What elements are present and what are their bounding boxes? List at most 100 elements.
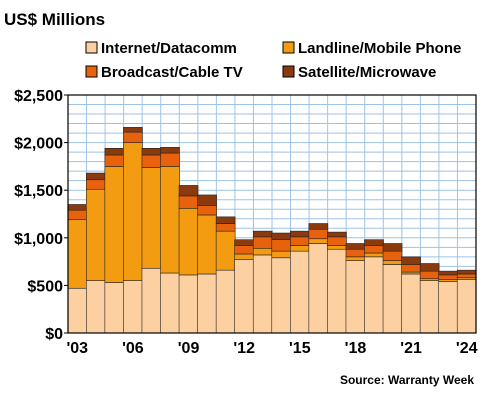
bar-landline-mobile-phone-2003 [67,219,88,289]
bar-broadcast-cable-tv-2019 [364,245,384,254]
legend-swatch-landline-mobile [282,41,295,54]
y-tick-label: $0 [45,326,63,343]
bar-broadcast-cable-tv-2011 [215,223,236,232]
bar-landline-mobile-phone-2009 [178,207,199,276]
source-note: Source: Warranty Week [340,373,474,387]
y-tick-label: $2,500 [14,88,63,105]
bar-broadcast-cable-tv-2021 [401,264,421,273]
bar-internet-datacomm-2006 [123,280,143,334]
bar-broadcast-cable-tv-2005 [104,154,125,167]
y-tick-label: $2,000 [14,136,63,153]
bar-landline-mobile-phone-2017 [327,245,347,250]
bar-internet-datacomm-2024 [456,279,477,334]
bar-internet-datacomm-2023 [438,281,458,334]
legend-label-landline-mobile: Landline/Mobile Phone [298,40,461,57]
bar-internet-datacomm-2013 [252,254,273,334]
bar-satellite-microwave-2007 [141,148,162,156]
bar-landline-mobile-phone-2010 [197,214,217,275]
legend: Internet/Datacomm Landline/Mobile Phone … [85,40,461,81]
bar-landline-mobile-phone-2012 [234,253,254,260]
bar-broadcast-cable-tv-2016 [308,228,329,240]
bar-broadcast-cable-tv-2006 [123,131,143,143]
bar-satellite-microwave-2019 [364,239,384,246]
bar-broadcast-cable-tv-2014 [271,239,292,252]
bar-satellite-microwave-2003 [67,204,88,211]
y-tick-label: $1,000 [14,231,63,248]
legend-swatch-broadcast-cable [85,65,98,78]
bar-broadcast-cable-tv-2023 [438,274,458,280]
bar-broadcast-cable-tv-2017 [327,236,347,246]
bar-broadcast-cable-tv-2018 [345,248,366,258]
bar-broadcast-cable-tv-2015 [290,236,310,246]
bar-internet-datacomm-2016 [308,243,329,334]
x-tick-label: '18 [345,340,367,357]
bar-satellite-microwave-2020 [382,243,403,252]
bar-broadcast-cable-tv-2013 [252,236,273,249]
bar-satellite-microwave-2022 [419,263,440,272]
chart-title: US$ Millions [4,10,105,29]
bar-broadcast-cable-tv-2003 [67,209,88,221]
bar-satellite-microwave-2006 [123,127,143,133]
bar-landline-mobile-phone-2014 [271,250,292,259]
bar-internet-datacomm-2020 [382,264,403,334]
bar-internet-datacomm-2019 [364,256,384,334]
legend-label-internet-datacomm: Internet/Datacomm [101,40,237,57]
bar-satellite-microwave-2014 [271,232,292,241]
bar-internet-datacomm-2003 [67,287,88,334]
bar-satellite-microwave-2010 [197,194,217,206]
legend-swatch-internet-datacomm [85,41,98,54]
bar-landline-mobile-phone-2019 [364,252,384,258]
bar-internet-datacomm-2022 [419,280,440,334]
bar-landline-mobile-phone-2011 [215,230,236,271]
plot-area: $0 $500 $1,000 $1,500 $2,000 $2,500 '03 '06 '09 '… [14,88,478,357]
bar-satellite-microwave-2015 [290,230,310,238]
y-tick-label: $1,500 [14,183,63,200]
bar-satellite-microwave-2017 [327,231,347,238]
bar-broadcast-cable-tv-2020 [382,250,403,261]
bar-internet-datacomm-2010 [197,273,217,334]
bar-internet-datacomm-2014 [271,257,292,334]
bar-internet-datacomm-2017 [327,248,347,334]
plot-frame [67,94,477,334]
bar-landline-mobile-phone-2018 [345,256,366,261]
y-tick-label: $500 [27,278,63,295]
bar-satellite-microwave-2005 [104,148,125,156]
bar-broadcast-cable-tv-2009 [178,195,199,209]
bar-landline-mobile-phone-2016 [308,238,329,244]
bar-satellite-microwave-2024 [456,269,477,275]
bar-internet-datacomm-2007 [141,267,162,334]
bar-landline-mobile-phone-2006 [123,142,143,281]
bar-landline-mobile-phone-2015 [290,245,310,252]
bar-satellite-microwave-2016 [308,223,329,230]
x-tick-label: '03 [66,340,88,357]
bar-landline-mobile-phone-2005 [104,166,125,283]
bar-satellite-microwave-2023 [438,270,458,276]
x-tick-label: '24 [456,340,478,357]
bar-broadcast-cable-tv-2008 [160,152,180,167]
bar-internet-datacomm-2004 [86,280,106,334]
bar-internet-datacomm-2008 [160,272,180,334]
legend-label-satellite-microwave: Satellite/Microwave [298,64,436,81]
bar-broadcast-cable-tv-2004 [86,179,106,190]
bar-broadcast-cable-tv-2024 [456,273,477,279]
bar-internet-datacomm-2005 [104,282,125,334]
bar-internet-datacomm-2021 [401,273,421,334]
legend-label-broadcast-cable: Broadcast/Cable TV [101,64,243,81]
bar-satellite-microwave-2009 [178,185,199,197]
x-tick-label: '21 [400,340,422,357]
bar-internet-datacomm-2015 [290,250,310,334]
bar-internet-datacomm-2011 [215,269,236,334]
bar-broadcast-cable-tv-2012 [234,245,254,255]
bar-landline-mobile-phone-2007 [141,167,162,269]
x-tick-label: '09 [178,340,200,357]
bar-satellite-microwave-2021 [401,256,421,265]
bar-internet-datacomm-2012 [234,259,254,334]
bar-broadcast-cable-tv-2007 [141,154,162,168]
bar-satellite-microwave-2011 [215,216,236,224]
legend-swatch-satellite-microwave [282,65,295,78]
bar-satellite-microwave-2013 [252,230,273,238]
x-tick-label: '12 [233,340,255,357]
bar-broadcast-cable-tv-2022 [419,270,440,280]
bar-landline-mobile-phone-2008 [160,166,180,274]
